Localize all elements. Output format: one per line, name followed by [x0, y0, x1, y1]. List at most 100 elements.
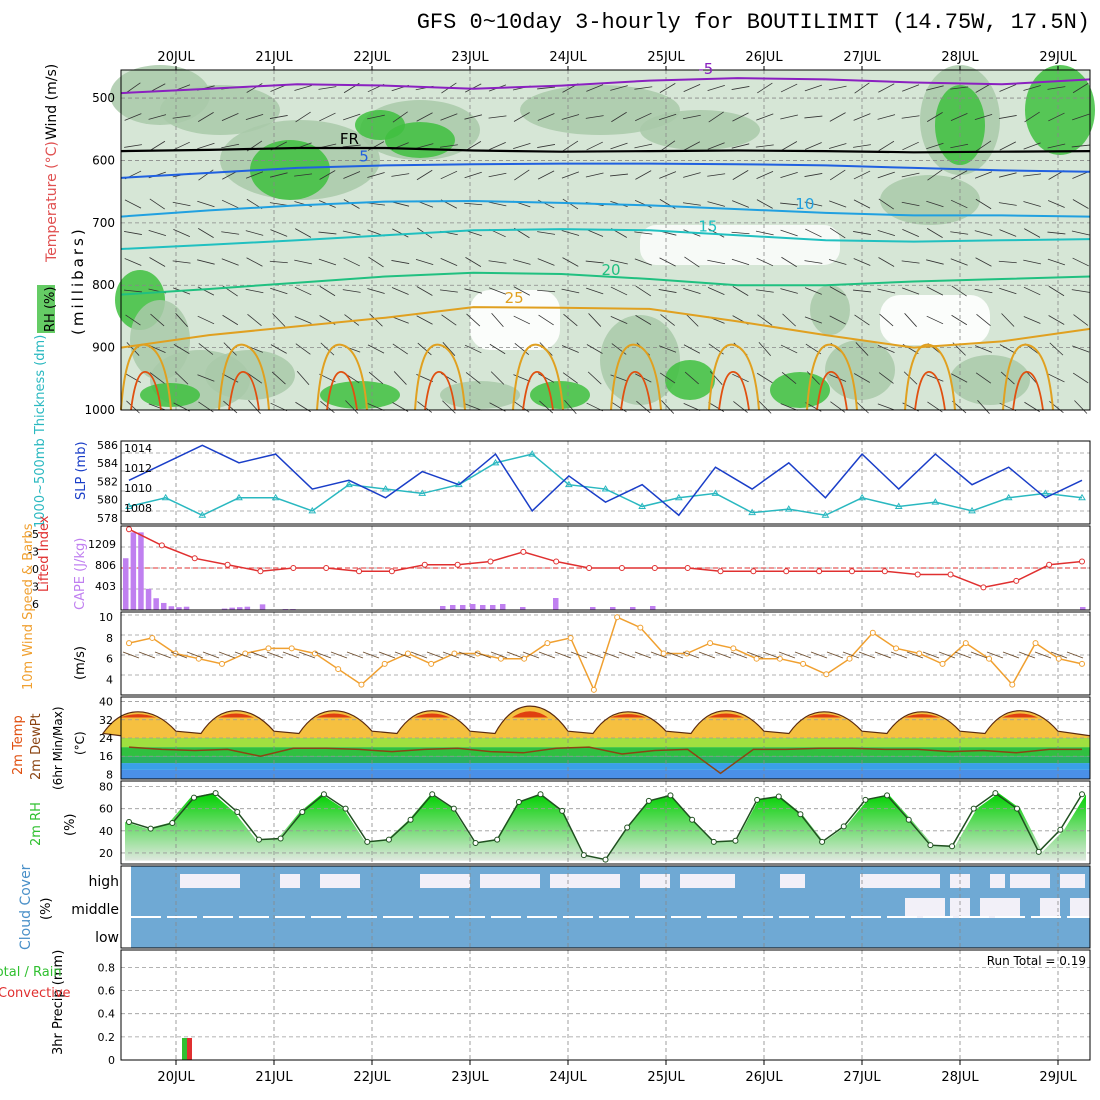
- wind-barb: [804, 84, 823, 92]
- panel-border: [120, 440, 1091, 525]
- cape-axis-label: CAPE (J/kg): [73, 538, 88, 610]
- rh2m-point: [494, 836, 501, 843]
- wind10-barb: [874, 651, 892, 659]
- wind-barb: [634, 86, 653, 90]
- wind-barb: [782, 313, 796, 327]
- cloud-clear-high: [420, 874, 470, 888]
- wind10-point: [126, 640, 132, 647]
- wind-barb: [148, 114, 167, 120]
- rh2m-point: [970, 805, 977, 812]
- wind-barb: [440, 170, 458, 180]
- slp-tick-label: 1010: [124, 482, 152, 495]
- cape-bar: [161, 602, 167, 610]
- date-tick-top: 21JUL: [255, 50, 293, 65]
- lifted-index-axis-label: Lifted Index: [37, 515, 52, 592]
- precip-convective-bar: [187, 1038, 192, 1060]
- wind-barb: [755, 230, 774, 236]
- rh2m-point: [1014, 805, 1021, 812]
- wind10-barb: [170, 651, 188, 659]
- temp-peak-fill: [1002, 713, 1038, 718]
- surface-temperature-contour: [414, 343, 466, 411]
- wind-barb: [804, 115, 823, 119]
- wind10-point: [614, 614, 621, 621]
- wind-barb: [781, 372, 797, 384]
- wind10-barb: [730, 651, 748, 659]
- wind-barb: [149, 372, 165, 384]
- cape-bar: [450, 605, 456, 610]
- lifted-index-point: [290, 565, 297, 571]
- temp-band: [121, 769, 1090, 779]
- wind-barb: [174, 371, 189, 385]
- pressure-tick-label: 800: [92, 278, 115, 292]
- wind10-barb: [154, 651, 172, 659]
- cloud-clear-high: [990, 874, 1005, 888]
- wind-barb: [588, 313, 602, 327]
- wind-barb: [636, 400, 651, 414]
- thickness-point: [491, 458, 500, 466]
- wind-barb: [269, 172, 288, 178]
- lifted-index-point: [848, 568, 855, 575]
- rh2m-point: [299, 808, 306, 815]
- cloud-clear-middle: [1040, 898, 1060, 918]
- wind-barb: [951, 170, 968, 180]
- date-tick-top: 27JUL: [843, 50, 881, 65]
- wind-barb: [247, 314, 262, 326]
- temp-band: [121, 756, 1090, 764]
- wind-barb: [367, 172, 385, 178]
- wind-barb: [999, 344, 1016, 354]
- wind-barb: [998, 260, 1017, 264]
- rh2m-point: [797, 811, 804, 818]
- date-tick-top: 20JUL: [157, 50, 195, 65]
- wind-barb: [1048, 112, 1065, 122]
- wind10-point: [869, 629, 876, 636]
- wind-barb: [757, 314, 773, 326]
- temperature-contour-label: 10: [795, 195, 814, 213]
- date-tick-bottom: 21JUL: [255, 1070, 293, 1085]
- lifted-index-point: [158, 542, 165, 549]
- wind-barb: [416, 112, 433, 122]
- temp-band: [121, 747, 1090, 757]
- lifted-index-point: [191, 555, 198, 562]
- wind10-barb: [1002, 651, 1020, 659]
- wind-barb: [974, 113, 993, 121]
- wind-barb: [683, 344, 701, 354]
- wind-barb: [149, 257, 166, 267]
- cloud-clear-high: [1010, 874, 1050, 888]
- wind-barb: [804, 316, 822, 324]
- rh2m-point: [147, 825, 154, 832]
- precip-tick-label: 0.2: [98, 1031, 116, 1044]
- wind-barb: [950, 112, 968, 122]
- rh2m-point: [602, 856, 609, 863]
- wind-barb: [634, 258, 652, 266]
- wind-barb: [829, 227, 846, 239]
- wind-barb: [683, 141, 701, 151]
- lifted-index-point: [1079, 558, 1085, 565]
- wind-barb: [709, 371, 723, 385]
- wind-barb: [878, 83, 895, 93]
- wind-barb: [829, 112, 846, 122]
- rh2m-point: [905, 816, 912, 823]
- rh2m-point: [884, 792, 891, 799]
- temp-peak-fill: [414, 713, 450, 718]
- cloud-clear-high: [320, 874, 360, 888]
- temperature-contour-label: 5: [359, 147, 369, 165]
- thickness-point: [784, 505, 793, 512]
- wind10-barb: [1050, 651, 1068, 659]
- wind-barb: [927, 169, 943, 181]
- wind10-point: [311, 650, 318, 657]
- wind10-barb: [778, 651, 796, 659]
- wind-barb: [1024, 228, 1041, 238]
- wind-barb: [465, 372, 481, 384]
- rh2m-point: [537, 791, 544, 798]
- wind10-point: [590, 686, 597, 693]
- wind-barb: [683, 402, 701, 412]
- wind10-barb: [250, 651, 268, 659]
- grid-lines: [121, 70, 1090, 1060]
- wind-barb: [951, 285, 967, 297]
- wind-barb: [1047, 231, 1066, 235]
- wind-barb: [732, 112, 749, 122]
- wind10-point: [753, 655, 760, 662]
- wind-barb: [391, 260, 410, 264]
- wind10-barb: [810, 651, 828, 659]
